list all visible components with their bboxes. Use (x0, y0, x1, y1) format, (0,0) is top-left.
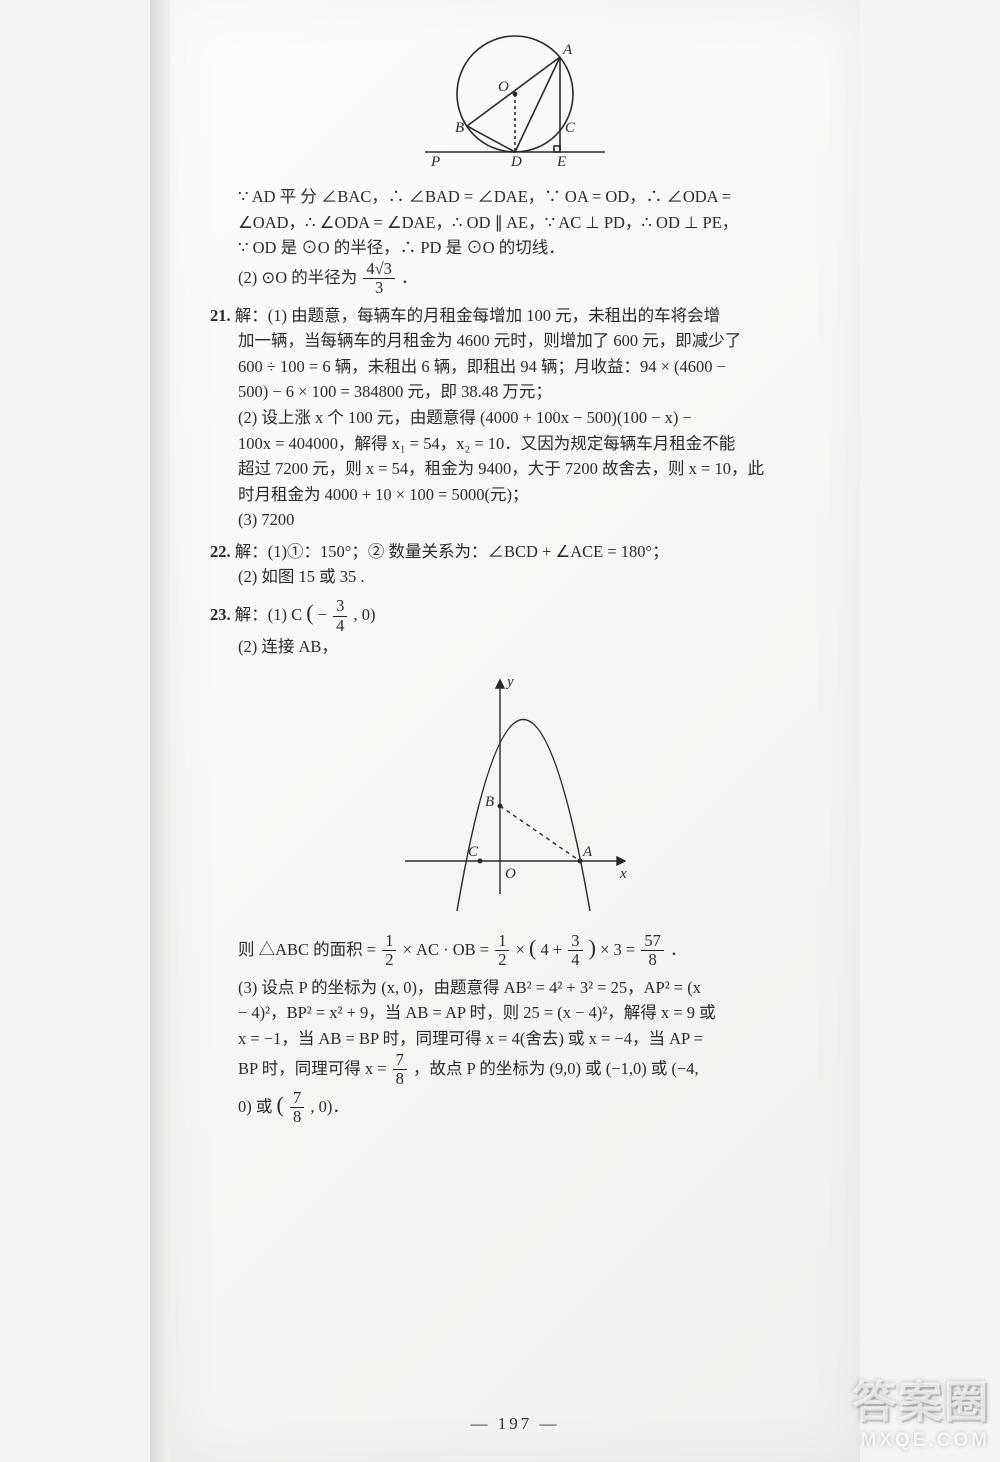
q22-l2: (2) 如图 15 或 35 . (210, 564, 820, 590)
watermark: 答案圈 MXQE.COM (852, 1366, 990, 1452)
watermark-line1: 答案圈 (852, 1366, 990, 1430)
lbl-P: P (430, 154, 440, 169)
q20-frac-den: 3 (363, 279, 395, 297)
q20-proof: ∵ AD 平 分 ∠BAC，∴ ∠BAD = ∠DAE，∵ OA = OD，∴ … (210, 184, 820, 297)
lbl-O2: O (505, 866, 516, 882)
lbl-C: C (565, 120, 576, 136)
q23-p1-pre: 解：(1) C (235, 605, 302, 624)
q20-l1: ∵ AD 平 分 ∠BAC，∴ ∠BAD = ∠DAE，∵ OA = OD，∴ … (238, 184, 820, 210)
q21-2-l1: (2) 设上涨 x 个 100 元，由题意得 (4000 + 100x − 50… (210, 405, 820, 431)
four-plus: 4 + (540, 940, 566, 959)
frac-34b: 3 4 (568, 933, 582, 969)
lbl-A2: A (582, 844, 593, 860)
lbl-D: D (510, 154, 522, 169)
frac-78a: 7 8 (393, 1052, 407, 1088)
f78bn: 7 (290, 1090, 304, 1109)
area-m2: × (516, 940, 529, 959)
l5-suf: , 0)． (310, 1097, 349, 1116)
q22: 22. 解：(1)①：150°；② 数量关系为：∠BCD + ∠ACE = 18… (210, 539, 820, 590)
q20-p2-suf: ． (401, 267, 418, 286)
lbl-y: y (505, 674, 514, 690)
q21: 21. 解：(1) 由题意，每辆车的月租金每增加 100 元，未租出的车将会增 … (210, 303, 820, 533)
figure-parabola: x y O A B C (210, 666, 820, 921)
q21-2-l3: 超过 7200 元，则 x = 54，租金为 9400，大于 7200 故舍去，… (210, 456, 820, 482)
q20-p2-pre: (2) ⊙O 的半径为 (238, 267, 357, 286)
figure-circle-triangle: A B C D O P E (210, 24, 820, 174)
frac-half-1: 1 2 (382, 933, 396, 969)
q23-3-l2: − 4)²，BP² = x² + 9，当 AB = AP 时，则 25 = (x… (238, 1000, 820, 1026)
q23-3-l5: 0) 或 ( 7 8 , 0)． (238, 1088, 820, 1126)
lbl-A: A (562, 42, 573, 58)
page-gutter (150, 0, 170, 1462)
q21-3: (3) 7200 (210, 507, 820, 533)
frac-578: 57 8 (641, 933, 664, 969)
area-m3: × 3 = (600, 940, 639, 959)
l4-suf: ，故点 P 的坐标为 (9,0) 或 (−1,0) 或 (−4, (413, 1058, 699, 1077)
l4-pre: BP 时，同理可得 x = (238, 1058, 391, 1077)
fh2d: 2 (495, 951, 509, 969)
f578d: 8 (641, 951, 664, 969)
l5-pre: 0) 或 (238, 1097, 272, 1116)
area-end: ． (670, 940, 687, 959)
q23-frac-den: 4 (333, 617, 347, 635)
q23-neg: − (318, 605, 331, 624)
q20-frac: 4√3 3 (363, 261, 395, 297)
lbl-O: O (498, 79, 509, 95)
f34n: 3 (568, 933, 582, 952)
q20-part2: (2) ⊙O 的半径为 4√3 3 ． (238, 261, 820, 297)
q23-p2: (2) 连接 AB， (210, 634, 820, 660)
lbl-B: B (455, 120, 464, 136)
q20-frac-num: 4√3 (363, 261, 395, 280)
q21-num: 21. (210, 306, 231, 325)
fh1d: 2 (382, 951, 396, 969)
q23-3-l4: BP 时，同理可得 x = 7 8 ，故点 P 的坐标为 (9,0) 或 (−1… (238, 1052, 820, 1088)
q21-2-l4: 时月租金为 4000 + 10 × 100 = 5000(元)； (210, 482, 820, 508)
scanned-page: A B C D O P E ∵ AD 平 分 ∠BAC，∴ ∠BAD = ∠DA… (170, 0, 860, 1462)
q20-l2: ∠OAD，∴ ∠ODA = ∠DAE，∴ OD ∥ AE，∵ AC ⊥ PD，∴… (238, 210, 820, 236)
f78ad: 8 (393, 1070, 407, 1088)
f34d: 4 (568, 951, 582, 969)
q23: 23. 解：(1) C ( − 3 4 , 0) (2) 连接 AB， (210, 596, 820, 660)
q21-1-l4: 500) − 6 × 100 = 384800 元，即 38.48 万元； (210, 379, 820, 405)
f78bd: 8 (290, 1108, 304, 1126)
watermark-line2: MXQE.COM (852, 1430, 990, 1452)
f78an: 7 (393, 1052, 407, 1071)
lbl-B2: B (485, 794, 494, 810)
q23-part3: (3) 设点 P 的坐标为 (x, 0)，由题意得 AB² = 4² + 3² … (210, 975, 820, 1126)
q23-3-l3: x = −1，当 AB = BP 时，同理可得 x = 4(舍去) 或 x = … (238, 1026, 820, 1052)
fh1n: 1 (382, 933, 396, 952)
area-pre: 则 △ABC 的面积 = (238, 940, 380, 959)
q22-num: 22. (210, 542, 231, 561)
q21-1-l1: 解：(1) 由题意，每辆车的月租金每增加 100 元，未租出的车将会增 (235, 306, 720, 325)
q23-3-l1: (3) 设点 P 的坐标为 (x, 0)，由题意得 AB² = 4² + 3² … (238, 975, 820, 1001)
q23-num: 23. (210, 605, 231, 624)
q23-frac-num: 3 (333, 598, 347, 617)
q21-1-l2: 加一辆，当每辆车的月租金为 4600 元时，则增加了 600 元，即减少了 (210, 328, 820, 354)
frac-78b: 7 8 (290, 1090, 304, 1126)
frac-half-2: 1 2 (495, 933, 509, 969)
q20-l3: ∵ OD 是 ⊙O 的半径，∴ PD 是 ⊙O 的切线． (238, 235, 820, 261)
q22-l1: 解：(1)①：150°；② 数量关系为：∠BCD + ∠ACE = 180°； (235, 542, 669, 561)
f578n: 57 (641, 933, 664, 952)
q23-frac34: 3 4 (333, 598, 347, 634)
fh2n: 1 (495, 933, 509, 952)
lbl-C2: C (468, 844, 479, 860)
fig2-svg: x y O A B C (395, 666, 635, 916)
lbl-E: E (556, 154, 566, 169)
fig1-svg: A B C D O P E (395, 24, 635, 169)
q21-2-l2: 100x = 404000，解得 x₁ = 54，x₂ = 10．又因为规定每辆… (210, 431, 820, 457)
area-m1: × AC · OB = (403, 940, 494, 959)
lbl-x: x (619, 866, 627, 882)
page-number: — 197 — (170, 1414, 860, 1434)
q21-1-l3: 600 ÷ 100 = 6 辆，未租出 6 辆，即租出 94 辆；月收益：94 … (210, 354, 820, 380)
q23-area: 则 △ABC 的面积 = 1 2 × AC · OB = 1 2 × ( 4 +… (210, 931, 820, 969)
q23-p1-close: , 0) (354, 605, 376, 624)
